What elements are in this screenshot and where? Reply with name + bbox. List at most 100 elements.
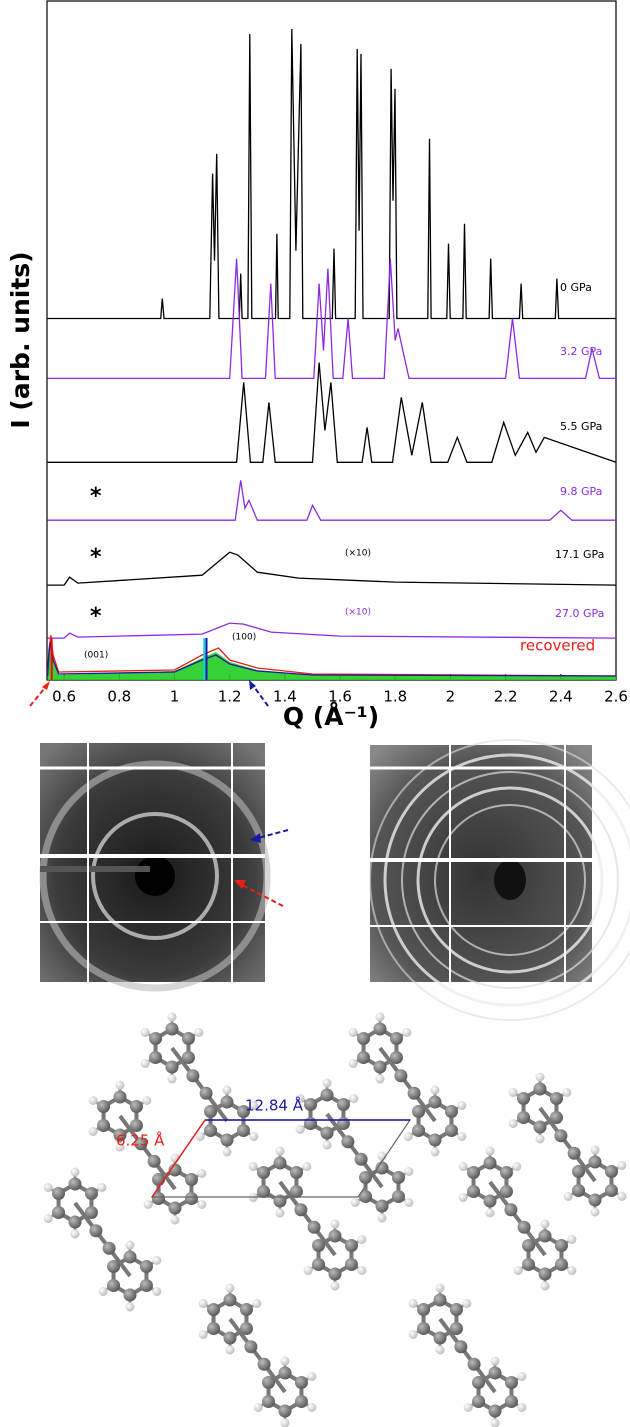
carbon-atom <box>181 1051 195 1064</box>
carbon-atom <box>394 1069 408 1083</box>
hydrogen-atom <box>517 1403 527 1412</box>
carbon-atom <box>499 1166 513 1179</box>
carbon-atom <box>278 1404 292 1418</box>
hydrogen-atom <box>167 1012 177 1022</box>
annotation: (001) <box>84 651 108 661</box>
line <box>47 480 616 521</box>
carbon-atom <box>467 1166 481 1179</box>
carbon-atom <box>165 1060 179 1074</box>
hydrogen-atom <box>198 1330 208 1339</box>
carbon-atom <box>354 1152 368 1166</box>
carbon-atom <box>472 1395 486 1408</box>
carbon-atom <box>467 1357 481 1371</box>
x-axis-label: Q (Å⁻¹) <box>283 702 379 731</box>
hydrogen-atom <box>490 1356 500 1366</box>
carbon-atom <box>152 1192 166 1205</box>
carbon-atom <box>236 1124 250 1137</box>
carbon-atom <box>304 1117 318 1130</box>
bond <box>438 1317 497 1394</box>
hydrogen-atom <box>70 1229 80 1239</box>
hydrogen-atom <box>375 1012 385 1022</box>
hydrogen-atom <box>252 1299 262 1308</box>
area <box>47 646 617 680</box>
carbon-atom <box>149 1051 163 1064</box>
carbon-atom <box>344 1258 358 1271</box>
carbon-atom <box>588 1155 602 1169</box>
carbon-atom <box>472 1376 486 1389</box>
annotation: * <box>90 545 102 570</box>
hydrogen-atom <box>535 1134 545 1144</box>
x-tick-label: 2.2 <box>494 688 518 706</box>
hydrogen-atom <box>330 1219 340 1229</box>
carbon-atom <box>444 1124 458 1137</box>
hydrogen-atom <box>402 1028 412 1037</box>
series-label: 27.0 GPa <box>555 607 604 620</box>
hydrogen-atom <box>98 1287 108 1296</box>
series-label: 3.2 GPa <box>560 345 602 358</box>
carbon-atom <box>320 1088 334 1102</box>
hydrogen-atom <box>535 1072 545 1082</box>
carbon-atom <box>391 1190 405 1203</box>
carbon-atom <box>554 1258 568 1271</box>
carbon-atom <box>139 1279 153 1292</box>
x-tick-label: 1 <box>170 688 180 706</box>
carbon-atom <box>294 1395 308 1408</box>
unit-cell <box>150 1119 412 1198</box>
carbon-atom <box>554 1129 568 1143</box>
hydrogen-atom <box>88 1127 98 1136</box>
annotation: (×10) <box>345 608 371 618</box>
bond <box>538 1106 597 1183</box>
carbon-atom <box>129 1100 143 1113</box>
carbon-atom <box>223 1293 237 1307</box>
carbon-atom <box>454 1340 468 1354</box>
x-tick-label: 2 <box>446 688 456 706</box>
carbon-atom <box>428 1095 442 1109</box>
bond <box>170 1046 229 1123</box>
hydrogen-atom <box>249 1132 259 1141</box>
carbon-atom <box>294 1203 308 1217</box>
hydrogen-atom <box>253 1403 263 1412</box>
carbon-atom <box>373 1060 387 1074</box>
hydrogen-atom <box>197 1169 207 1178</box>
hydrogen-atom <box>485 1208 495 1218</box>
hydrogen-atom <box>485 1146 495 1156</box>
carbon-atom <box>204 1124 218 1137</box>
hydrogen-atom <box>248 1162 258 1171</box>
carbon-atom <box>433 1293 447 1307</box>
hydrogen-atom <box>142 1096 152 1105</box>
line <box>47 551 617 586</box>
hydrogen-atom <box>198 1299 208 1308</box>
hydrogen-atom <box>590 1207 600 1217</box>
hydrogen-atom <box>567 1266 577 1275</box>
carbon-atom <box>336 1098 350 1111</box>
hydrogen-atom <box>322 1140 332 1150</box>
hydrogen-atom <box>222 1085 232 1095</box>
carbon-atom <box>554 1239 568 1252</box>
carbon-atom <box>341 1135 355 1149</box>
hydrogen-atom <box>275 1208 285 1218</box>
hydrogen-atom <box>307 1372 317 1381</box>
carbon-atom <box>522 1258 536 1271</box>
hydrogen-atom <box>43 1214 53 1223</box>
hydrogen-atom <box>152 1256 162 1265</box>
hydrogen-atom <box>303 1266 313 1275</box>
hydrogen-atom <box>430 1147 440 1157</box>
carbon-atom <box>538 1267 552 1281</box>
carbon-atom <box>304 1098 318 1111</box>
carbon-atom <box>320 1126 334 1140</box>
carbon-atom <box>273 1156 287 1170</box>
carbon-atom <box>412 1124 426 1137</box>
hydrogen-atom <box>348 1059 358 1068</box>
y-axis-label: I (arb. units) <box>6 251 35 428</box>
crystal-structure <box>43 1012 627 1427</box>
carbon-atom <box>572 1184 586 1197</box>
hydrogen-atom <box>70 1167 80 1177</box>
hydrogen-atom <box>540 1281 550 1291</box>
hydrogen-atom <box>194 1028 204 1037</box>
hydrogen-atom <box>197 1200 207 1209</box>
atoms <box>43 1012 627 1427</box>
carbon-atom <box>444 1105 458 1118</box>
carbon-atom <box>273 1194 287 1208</box>
lattice-label: 6.25 Å <box>116 1131 165 1150</box>
